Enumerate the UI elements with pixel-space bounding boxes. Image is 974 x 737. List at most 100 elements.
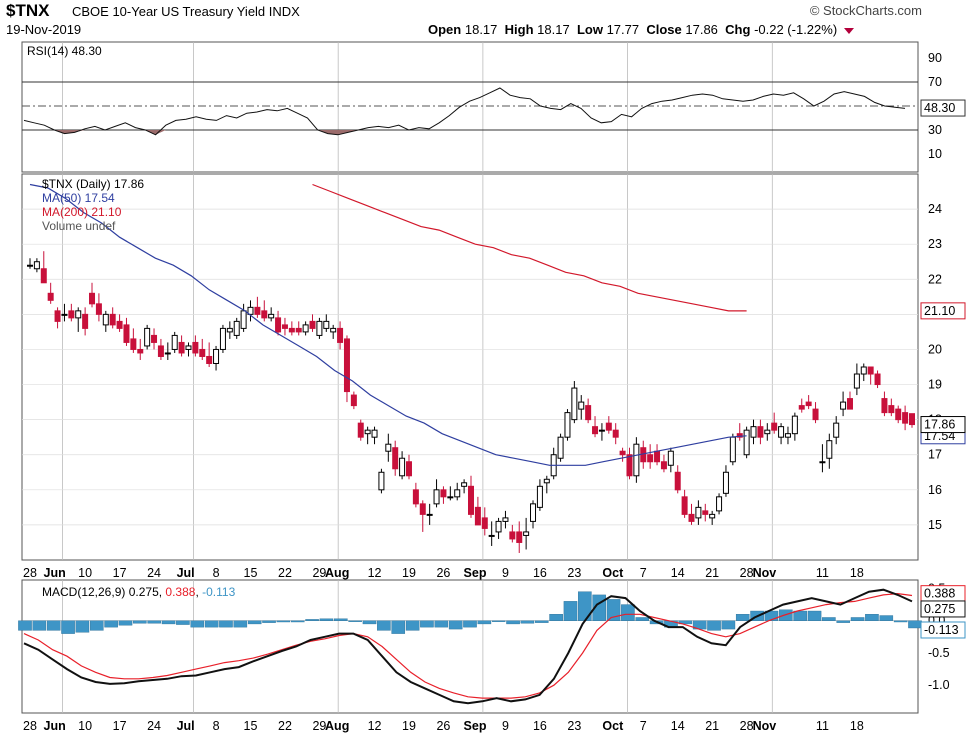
ma50-line (29, 183, 747, 466)
x-tick-label: 10 (78, 719, 92, 733)
macd-histogram-bar (578, 591, 592, 621)
candle-body (185, 345, 192, 350)
candle (192, 335, 199, 357)
candle (902, 405, 909, 431)
candle-body (254, 306, 261, 315)
candle (295, 321, 302, 336)
candle-body (47, 292, 54, 301)
macd-histogram-bar (621, 604, 635, 621)
ma200-price-label: 21.10 (920, 302, 966, 320)
candle-body (447, 496, 454, 499)
candle-body (626, 454, 633, 477)
candle-body (405, 461, 412, 477)
candle (778, 423, 785, 445)
candle-body (454, 489, 461, 498)
candle (647, 444, 654, 469)
candle (75, 307, 82, 332)
candle (530, 500, 537, 529)
candle-body (543, 478, 550, 484)
price-legend-volume: Volume undef (42, 219, 116, 233)
candle (447, 486, 454, 501)
candle (61, 303, 68, 322)
candle-body (702, 510, 709, 515)
low-value: 17.77 (606, 22, 640, 37)
candle-body (557, 436, 564, 459)
rsi-title: RSI(14) 48.30 (27, 44, 102, 58)
x-tick-label: 12 (368, 719, 382, 733)
x-tick-label: Sep (464, 566, 487, 580)
price-legend-ma50: MA(50) 17.54 (42, 191, 115, 205)
macd-histogram-bar (176, 620, 190, 625)
candle-body (309, 320, 316, 329)
candle (357, 419, 364, 441)
macd-histogram-bar (362, 620, 377, 625)
candle (233, 317, 240, 339)
candle-body (213, 348, 220, 364)
x-tick-label: 28 (23, 719, 37, 733)
macd-histogram-bar (377, 620, 391, 631)
macd-hist-label-text: -0.113 (924, 623, 959, 637)
candle (840, 391, 847, 417)
candle (171, 331, 178, 353)
rsi-value-text: 48.30 (924, 101, 955, 115)
x-tick-label: Oct (602, 719, 624, 733)
candle-body (199, 348, 206, 357)
candle (240, 303, 247, 332)
price-layer (27, 183, 915, 553)
x-tick-label: Aug (325, 719, 349, 733)
chg-label: Chg (725, 22, 751, 37)
candle (399, 451, 406, 480)
candle (667, 447, 674, 473)
rsi-value-label: 48.30 (920, 99, 966, 117)
candle (412, 482, 419, 508)
candle (481, 507, 488, 536)
macd-signal-label: 0.388 (920, 585, 966, 603)
macd-histogram-bar (290, 620, 305, 623)
x-tick-label: 11 (816, 566, 829, 580)
macd-histogram-bar (707, 620, 721, 631)
candle (743, 426, 750, 459)
macd-title: MACD(12,26,9) 0.275, 0.388, -0.113 (42, 585, 236, 599)
close-price-label-text: 17.86 (924, 418, 955, 432)
macd-histogram-bar (319, 618, 334, 621)
candle-body (109, 313, 116, 326)
macd-histogram-bar (18, 620, 32, 631)
axis-labels: 15 16 17 18 19 20 21 22 23 24 28 28 Jun Jun 10 10 17 17 24… (23, 51, 966, 733)
x-tick-label: 22 (278, 566, 292, 580)
candle-body (27, 264, 33, 267)
candle-body (598, 429, 605, 432)
candle-body (605, 422, 612, 431)
macd-histogram-bar (678, 620, 693, 625)
candle-body (433, 489, 440, 505)
down-arrow-icon (843, 27, 854, 34)
candle (213, 345, 220, 371)
candle (337, 321, 344, 350)
chart-header: $TNX CBOE 10-Year US Treasury Yield INDX… (0, 0, 974, 40)
x-tick-label: Jul (177, 566, 195, 580)
x-tick-label: 11 (816, 719, 829, 733)
candle (302, 321, 309, 336)
macd-tick-label: -0.5 (928, 646, 950, 660)
candle-body (633, 443, 640, 477)
rsi-tick-label: 90 (928, 51, 942, 65)
macd-histogram-bar (822, 617, 836, 621)
candle-body (888, 405, 895, 414)
macd-histogram-bar (147, 620, 161, 624)
candle (116, 314, 123, 332)
macd-histogram-bar (233, 620, 248, 628)
macd-histogram-bar (735, 614, 750, 621)
x-tick-label: 7 (640, 566, 647, 580)
x-tick-label: 29 (312, 566, 326, 580)
candle (874, 370, 881, 389)
candle-body (695, 506, 702, 519)
price-tick-label: 24 (928, 202, 942, 216)
brand-logo[interactable]: © StockCharts.com (809, 3, 922, 18)
x-tick-label: 19 (402, 566, 416, 580)
candle-body (585, 405, 592, 421)
x-tick-label: Jun (44, 719, 66, 733)
candle-body (660, 461, 667, 470)
candle (95, 293, 102, 322)
candle (688, 503, 695, 525)
candle (729, 433, 736, 466)
candle (557, 433, 564, 462)
